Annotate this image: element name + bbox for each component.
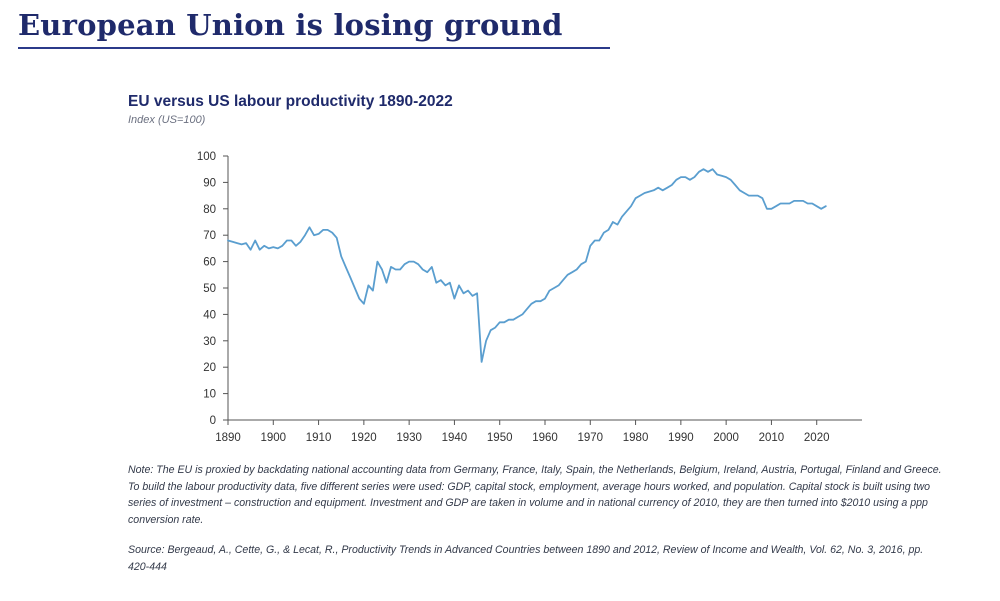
- x-tick-label: 1950: [487, 432, 513, 444]
- series-line: [227, 168, 827, 363]
- y-tick-label: 10: [203, 389, 216, 401]
- x-axis: 1890 1900 1910 1920 1930 1940 1950 1960 1970 1980…: [215, 419, 862, 444]
- x-tick-label: 1940: [442, 432, 468, 444]
- y-tick-label: 50: [203, 283, 216, 295]
- y-tick-label: 30: [203, 336, 216, 348]
- x-tick-label: 1990: [668, 432, 694, 444]
- x-tick-label: 1980: [623, 432, 649, 444]
- title-underline: [18, 47, 610, 49]
- y-tick-label: 20: [203, 362, 216, 374]
- y-tick-label: 90: [203, 177, 216, 189]
- chart-subtitle: Index (US=100): [128, 114, 206, 126]
- series-layer: [227, 168, 827, 363]
- x-tick-label: 2010: [759, 432, 785, 444]
- chart-source: Source: Bergeaud, A., Cette, G., & Lecat…: [128, 544, 924, 573]
- y-tick-label: 80: [203, 204, 216, 216]
- x-tick-label: 1920: [351, 432, 377, 444]
- x-tick-label: 1900: [260, 432, 286, 444]
- x-tick-label: 1930: [396, 432, 422, 444]
- y-tick-label: 40: [203, 309, 216, 321]
- y-tick-label: 60: [203, 257, 216, 269]
- x-tick-label: 1970: [577, 432, 603, 444]
- y-tick-label: 100: [197, 151, 216, 163]
- y-tick-label: 70: [203, 230, 216, 242]
- x-tick-label: 1960: [532, 432, 558, 444]
- x-tick-label: 1890: [215, 432, 241, 444]
- x-tick-label: 2000: [713, 432, 739, 444]
- y-tick-label: 0: [210, 415, 216, 427]
- chart-note: Note: The EU is proxied by backdating na…: [128, 464, 942, 526]
- slide-title: European Union is losing ground: [18, 8, 563, 42]
- x-tick-label: 1910: [306, 432, 332, 444]
- y-axis: 0 10 20 30 40 50 60 70 80 90 100: [197, 151, 229, 427]
- chart-title: EU versus US labour productivity 1890-20…: [128, 93, 453, 110]
- x-tick-label: 2020: [804, 432, 830, 444]
